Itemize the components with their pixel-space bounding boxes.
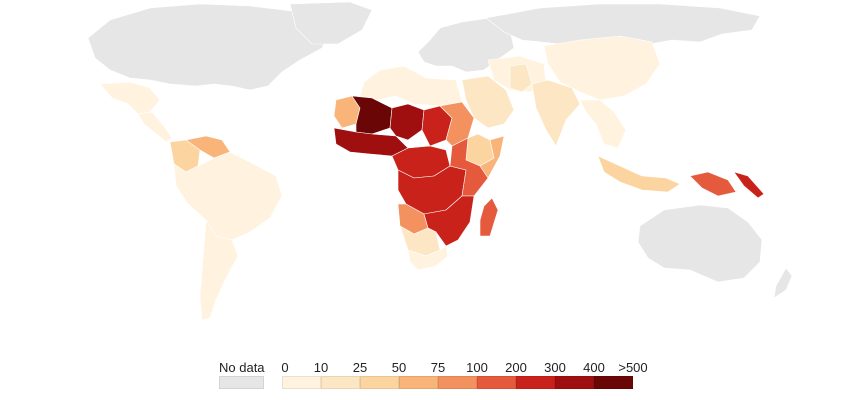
region-china[interactable]	[543, 35, 661, 101]
region-solomon-islands[interactable]	[733, 171, 765, 199]
region-argentina-chile[interactable]	[199, 219, 239, 321]
region-niger[interactable]	[389, 103, 425, 141]
australia[interactable]	[637, 204, 763, 283]
north-america[interactable]	[87, 3, 331, 91]
region-indonesia[interactable]	[597, 155, 681, 193]
region-brazil-peru[interactable]	[173, 151, 283, 241]
region-east-africa[interactable]	[449, 137, 489, 197]
region-south-africa[interactable]	[407, 245, 449, 271]
europe[interactable]	[417, 17, 515, 73]
region-arabia[interactable]	[461, 75, 515, 129]
region-central-america[interactable]	[137, 111, 173, 143]
data-regions	[99, 35, 765, 321]
region-mexico[interactable]	[99, 81, 161, 115]
greenland[interactable]	[289, 1, 373, 45]
russia[interactable]	[485, 3, 761, 49]
region-pakistan[interactable]	[509, 63, 533, 93]
region-madagascar[interactable]	[479, 197, 499, 237]
new-zealand[interactable]	[773, 267, 793, 299]
region-india[interactable]	[531, 79, 581, 147]
no-data-regions	[87, 1, 793, 299]
region-mali[interactable]	[351, 95, 393, 135]
region-papua-new-guinea[interactable]	[689, 171, 737, 197]
region-southeast-asia[interactable]	[579, 99, 627, 149]
